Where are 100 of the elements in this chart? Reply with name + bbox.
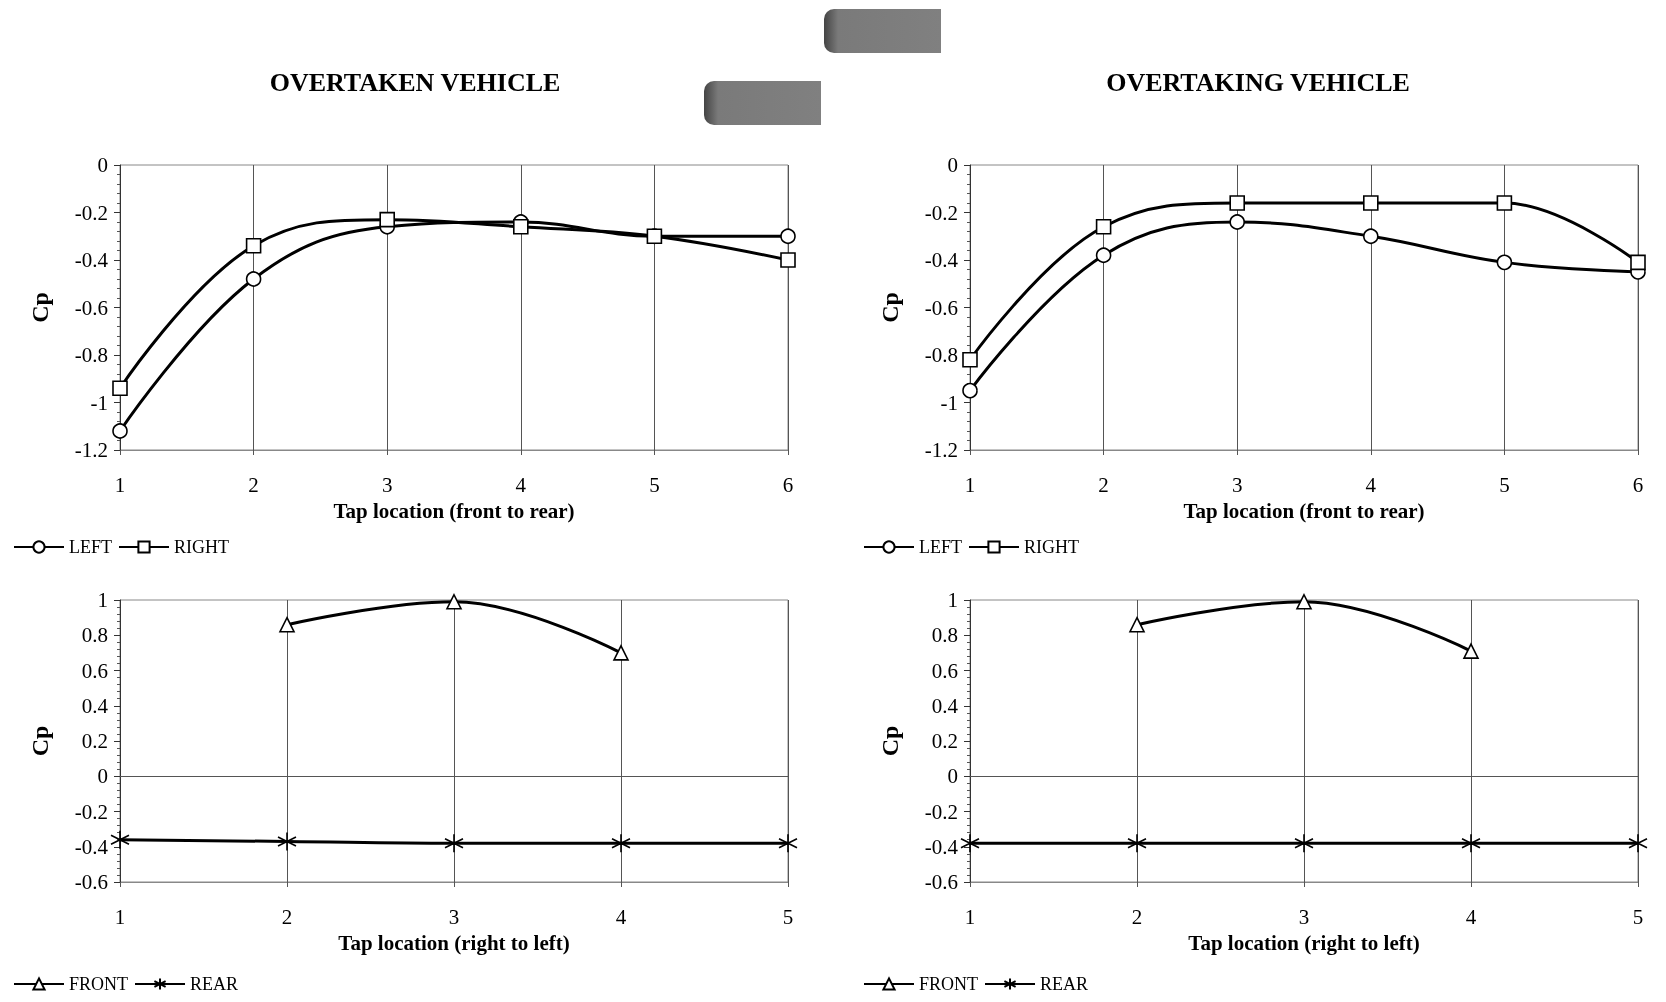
point: [613, 645, 629, 661]
x-tick-label: 1: [114, 904, 126, 929]
x-tick-label: 2: [1131, 904, 1143, 929]
legend-label: REAR: [1040, 974, 1089, 994]
y-tick-label: -0.4: [924, 834, 959, 859]
x-tick-label: 1: [964, 904, 976, 929]
y-tick-label: 1: [947, 588, 958, 612]
point: [1363, 195, 1379, 211]
y-tick-label: -0.2: [924, 799, 958, 824]
legend-label: FRONT: [919, 974, 979, 994]
x-tick-label: 5: [782, 904, 794, 929]
y-tick-label: -0.6: [924, 295, 958, 320]
y-tick-label: -1.2: [74, 438, 108, 462]
x-axis-title: Tap location (right to left): [1188, 930, 1420, 955]
y-tick-label: -0.6: [74, 295, 108, 320]
x-tick-label: 6: [782, 472, 794, 497]
y-tick-label: 0.6: [931, 658, 958, 683]
x-tick-label: 1: [114, 472, 126, 497]
legend-label: RIGHT: [174, 537, 229, 557]
point: [112, 380, 128, 397]
y-tick-label: -0.2: [74, 799, 108, 824]
y-tick-label: -0.8: [924, 343, 958, 367]
legend-label: RIGHT: [1024, 537, 1079, 557]
point: [1461, 833, 1481, 854]
x-axis-title: Tap location (right to left): [338, 930, 570, 955]
point: [245, 237, 262, 254]
y-tick-label: 0.8: [931, 623, 958, 648]
y-tick-label: 0.8: [81, 623, 108, 648]
legend-label: REAR: [190, 974, 239, 994]
y-tick-label: 0.2: [81, 729, 108, 753]
x-tick-label: 3: [381, 472, 393, 497]
point: [1095, 218, 1112, 235]
y-tick-label: -0.6: [924, 870, 958, 894]
y-axis-title: Cp: [877, 725, 903, 757]
point: [1630, 254, 1646, 271]
y-tick-label: -0.4: [924, 248, 959, 272]
point: [110, 829, 130, 850]
x-tick-label: 4: [1465, 904, 1477, 929]
point: [780, 228, 796, 245]
legend-label: LEFT: [69, 537, 112, 557]
point: [1296, 593, 1312, 610]
x-tick-label: 1: [964, 472, 976, 497]
point: [1095, 247, 1112, 264]
y-axis-title: Cp: [27, 292, 53, 323]
legend-label: LEFT: [919, 537, 962, 557]
y-tick-label: -0.4: [74, 834, 109, 859]
point: [646, 228, 663, 245]
x-tick-label: 2: [281, 904, 293, 929]
x-tick-label: 4: [515, 472, 527, 497]
point: [444, 833, 464, 854]
y-tick-label: -0.8: [74, 343, 108, 367]
point: [1294, 833, 1314, 854]
y-tick-label: -0.6: [74, 870, 108, 894]
y-tick-label: 1: [97, 588, 108, 612]
chart-title: OVERTAKING VEHICLE: [1106, 67, 1410, 97]
point: [277, 831, 297, 852]
point: [1363, 228, 1379, 245]
point: [513, 218, 529, 235]
y-tick-label: 0.4: [931, 693, 959, 718]
x-tick-label: 5: [1499, 472, 1510, 497]
point: [1229, 214, 1245, 230]
x-tick-label: 4: [615, 904, 627, 929]
point: [446, 593, 462, 610]
x-axis-title: Tap location (front to rear): [333, 498, 575, 523]
point: [962, 351, 978, 368]
y-tick-label: -1: [90, 390, 108, 415]
point: [279, 616, 295, 633]
x-tick-label: 5: [1632, 904, 1644, 929]
y-tick-label: 0.2: [931, 729, 958, 753]
point: [1229, 195, 1245, 211]
x-tick-label: 2: [1098, 472, 1109, 497]
y-tick-label: -0.2: [74, 200, 108, 225]
point: [611, 833, 631, 854]
x-tick-label: 3: [1231, 472, 1243, 497]
x-tick-label: 2: [248, 472, 259, 497]
legend-label: FRONT: [69, 974, 129, 994]
point: [1496, 254, 1513, 271]
x-tick-label: 6: [1632, 472, 1644, 497]
point: [960, 833, 980, 854]
point: [1496, 195, 1513, 211]
point: [245, 271, 262, 287]
y-tick-label: 0: [947, 764, 958, 789]
x-axis-title: Tap location (front to rear): [1183, 498, 1425, 523]
y-tick-label: 0.4: [81, 693, 109, 718]
point: [1628, 833, 1648, 854]
point: [778, 833, 798, 854]
y-tick-label: -1.2: [924, 438, 958, 462]
point: [112, 423, 128, 439]
point: [1129, 616, 1145, 633]
point: [1127, 833, 1147, 854]
point: [780, 252, 796, 268]
y-axis-title: Cp: [27, 725, 53, 757]
point: [1463, 643, 1479, 659]
y-axis-title: Cp: [877, 292, 903, 323]
point: [379, 211, 395, 228]
y-tick-label: 0.6: [81, 658, 108, 683]
y-tick-label: -1: [940, 390, 958, 415]
y-tick-label: -0.4: [74, 248, 109, 272]
y-tick-label: 0: [97, 153, 108, 177]
y-tick-label: 0: [97, 764, 108, 789]
